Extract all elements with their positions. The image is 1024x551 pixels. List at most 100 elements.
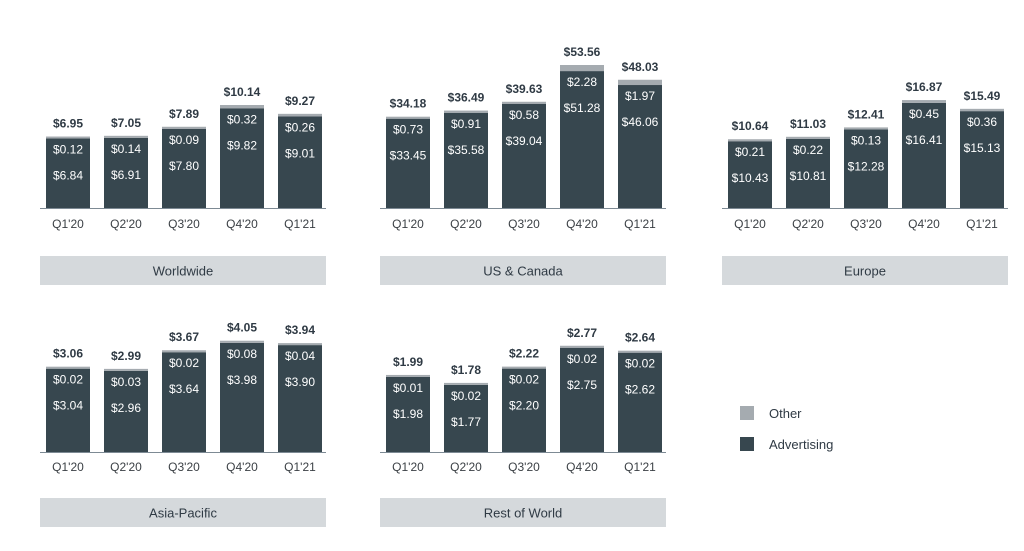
bar-other-q2-20 [786, 136, 830, 139]
chart-panel-worldwide: $6.95 $0.12 $6.84 Q1'20 $7.05 $0.14 $6.91 Q2'20… [40, 85, 326, 285]
total-label-q3-20: $2.22 [509, 347, 539, 361]
panel-title: Worldwide [153, 264, 213, 279]
chart-panel-rest-of-world: $1.99 $0.01 $1.98 Q1'20 $1.78 $0.02 $1.77 Q2'20… [380, 326, 666, 527]
total-label-q1-21: $3.94 [285, 323, 315, 337]
other-value-label-q4-20: $0.08 [227, 347, 257, 361]
category-label-q2-20: Q2'20 [450, 217, 482, 231]
bar-advertising-q2-20 [104, 137, 148, 208]
advertising-value-label-q1-20: $3.04 [53, 399, 83, 413]
bar-advertising-q4-20 [220, 342, 264, 452]
bar-advertising-q3-20 [162, 128, 206, 208]
other-value-label-q2-20: $0.14 [111, 142, 141, 156]
other-value-label-q3-20: $0.02 [509, 373, 539, 387]
bar-advertising-q1-20 [728, 141, 772, 208]
bar-other-q1-21 [618, 79, 662, 86]
category-label-q1-21: Q1'21 [284, 460, 316, 474]
bar-other-q3-20 [844, 127, 888, 130]
total-label-q4-20: $2.77 [567, 326, 597, 340]
total-label-q1-20: $10.64 [732, 119, 769, 133]
advertising-value-label-q1-20: $10.43 [732, 171, 769, 185]
bar-other-q3-20 [162, 350, 206, 353]
bar-other-q1-21 [618, 350, 662, 353]
legend: Other Advertising [740, 406, 833, 452]
bar-advertising-q2-20 [444, 384, 488, 452]
advertising-value-label-q1-20: $33.45 [390, 149, 427, 163]
total-label-q1-21: $15.49 [964, 89, 1001, 103]
bar-advertising-q1-20 [46, 138, 90, 208]
advertising-value-label-q1-20: $1.98 [393, 407, 423, 421]
bar-advertising-q1-21 [278, 116, 322, 208]
category-label-q2-20: Q2'20 [450, 460, 482, 474]
panel-title-band [380, 256, 666, 285]
total-label-q1-21: $9.27 [285, 94, 315, 108]
advertising-value-label-q2-20: $2.96 [111, 401, 141, 415]
other-value-label-q4-20: $0.45 [909, 107, 939, 121]
category-label-q1-20: Q1'20 [52, 460, 84, 474]
bar-advertising-q3-20 [502, 368, 546, 452]
total-label-q3-20: $7.89 [169, 107, 199, 121]
total-label-q4-20: $10.14 [224, 85, 261, 99]
category-label-q1-20: Q1'20 [52, 217, 84, 231]
other-value-label-q1-21: $0.36 [967, 115, 997, 129]
panel-title-band [40, 498, 326, 527]
advertising-value-label-q3-20: $3.64 [169, 382, 199, 396]
category-label-q3-20: Q3'20 [168, 460, 200, 474]
bar-other-q1-20 [46, 136, 90, 139]
advertising-value-label-q2-20: $35.58 [448, 143, 485, 157]
bar-advertising-q4-20 [560, 347, 604, 452]
bar-other-q2-20 [444, 382, 488, 385]
total-label-q4-20: $4.05 [227, 321, 257, 335]
advertising-value-label-q2-20: $6.91 [111, 168, 141, 182]
legend-label-other: Other [769, 406, 802, 421]
bar-other-q4-20 [220, 340, 264, 343]
advertising-value-label-q2-20: $10.81 [790, 169, 827, 183]
total-label-q1-20: $34.18 [390, 97, 427, 111]
total-label-q3-20: $12.41 [848, 107, 885, 121]
panel-title: Europe [844, 264, 886, 279]
other-value-label-q1-20: $0.12 [53, 143, 83, 157]
advertising-value-label-q4-20: $51.28 [564, 101, 601, 115]
other-value-label-q4-20: $2.28 [567, 75, 597, 89]
bar-advertising-q1-21 [960, 111, 1004, 208]
total-label-q2-20: $36.49 [448, 91, 485, 105]
bar-other-q2-20 [444, 110, 488, 114]
bar-other-q4-20 [902, 100, 946, 103]
category-label-q4-20: Q4'20 [226, 217, 258, 231]
category-label-q4-20: Q4'20 [566, 460, 598, 474]
bar-other-q1-21 [278, 343, 322, 346]
category-label-q1-21: Q1'21 [624, 460, 656, 474]
other-value-label-q1-21: $0.04 [285, 349, 315, 363]
panel-title: Rest of World [484, 506, 563, 521]
total-label-q2-20: $1.78 [451, 363, 481, 377]
advertising-value-label-q4-20: $2.75 [567, 378, 597, 392]
category-label-q3-20: Q3'20 [168, 217, 200, 231]
bar-other-q1-20 [728, 139, 772, 142]
bar-other-q3-20 [162, 126, 206, 129]
category-label-q1-21: Q1'21 [284, 217, 316, 231]
bar-advertising-q3-20 [502, 103, 546, 208]
other-value-label-q3-20: $0.09 [169, 133, 199, 147]
bar-advertising-q1-21 [618, 352, 662, 452]
advertising-value-label-q4-20: $3.98 [227, 373, 257, 387]
legend-swatch-other-icon [740, 406, 754, 420]
category-label-q1-20: Q1'20 [734, 217, 766, 231]
panel-title: US & Canada [483, 264, 563, 279]
category-label-q2-20: Q2'20 [110, 460, 142, 474]
bar-other-q3-20 [502, 366, 546, 369]
bar-other-q1-21 [960, 108, 1004, 112]
bar-advertising-q1-20 [386, 376, 430, 452]
category-label-q3-20: Q3'20 [508, 460, 540, 474]
total-label-q4-20: $53.56 [564, 45, 601, 59]
other-value-label-q3-20: $0.13 [851, 133, 881, 147]
total-label-q1-20: $3.06 [53, 347, 83, 361]
bar-other-q4-20 [220, 105, 264, 109]
panel-title: Asia-Pacific [149, 506, 217, 521]
legend-label-advertising: Advertising [769, 437, 833, 452]
advertising-value-label-q1-21: $2.62 [625, 383, 655, 397]
category-label-q3-20: Q3'20 [508, 217, 540, 231]
other-value-label-q1-21: $0.26 [285, 120, 315, 134]
bar-other-q4-20 [560, 65, 604, 72]
total-label-q2-20: $2.99 [111, 349, 141, 363]
